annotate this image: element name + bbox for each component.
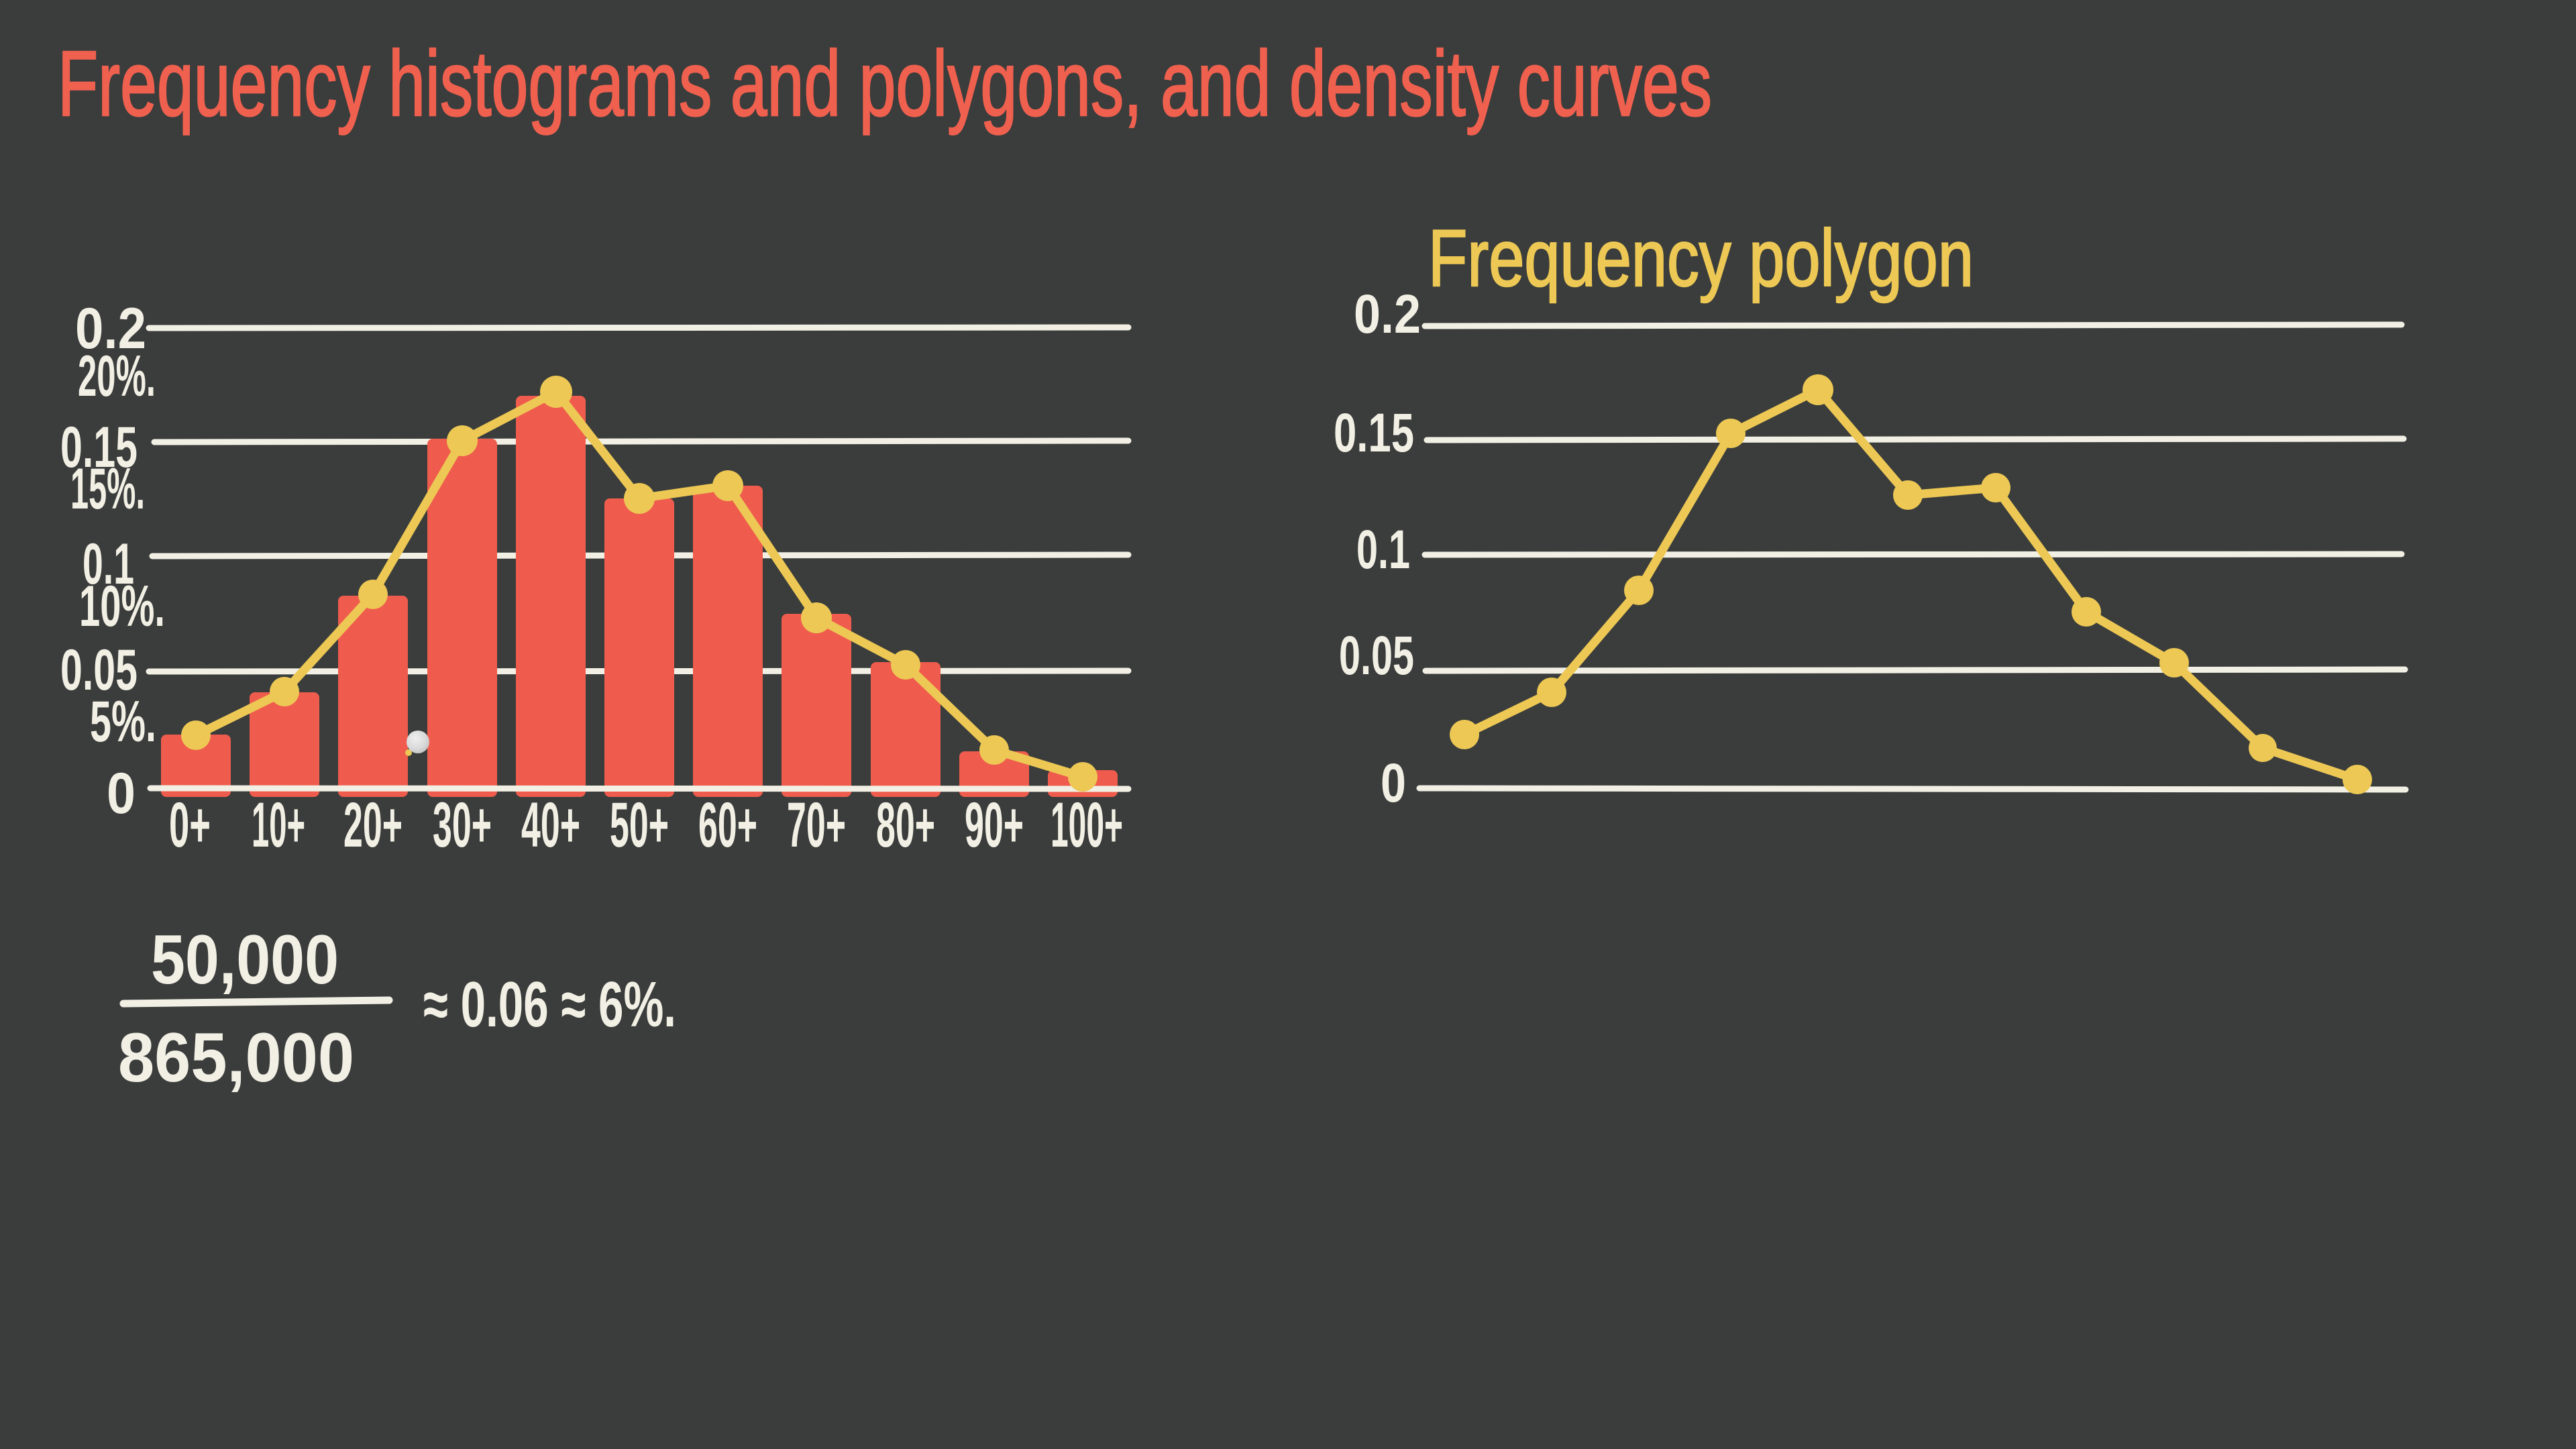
svg-text:0.05: 0.05 bbox=[1339, 625, 1414, 686]
svg-text:60+: 60+ bbox=[698, 790, 757, 861]
svg-text:0.15: 0.15 bbox=[60, 415, 138, 480]
svg-text:40+: 40+ bbox=[521, 790, 580, 861]
svg-text:0+: 0+ bbox=[169, 790, 211, 861]
svg-text:0.1: 0.1 bbox=[83, 532, 134, 596]
svg-text:0.1: 0.1 bbox=[1356, 519, 1410, 580]
svg-text:10%.: 10%. bbox=[79, 574, 165, 639]
svg-text:5%.: 5%. bbox=[90, 690, 156, 754]
svg-text:80+: 80+ bbox=[876, 790, 935, 861]
svg-text:0.05: 0.05 bbox=[60, 638, 138, 702]
svg-text:100+: 100+ bbox=[1051, 790, 1123, 861]
svg-text:865,000: 865,000 bbox=[118, 1019, 354, 1097]
svg-text:70+: 70+ bbox=[787, 790, 846, 861]
svg-text:90+: 90+ bbox=[965, 790, 1024, 861]
svg-text:0.15: 0.15 bbox=[1334, 402, 1414, 464]
svg-text:≈ 0.06 ≈ 6%.: ≈ 0.06 ≈ 6%. bbox=[423, 969, 676, 1040]
svg-text:0.2: 0.2 bbox=[75, 297, 146, 361]
svg-text:50,000: 50,000 bbox=[151, 921, 339, 999]
svg-text:0: 0 bbox=[107, 761, 136, 826]
svg-text:20%.: 20%. bbox=[78, 344, 156, 409]
svg-text:10+: 10+ bbox=[252, 790, 305, 861]
svg-text:20+: 20+ bbox=[343, 790, 402, 861]
svg-text:Frequency histograms and poly: Frequency histograms and polygons, and d… bbox=[58, 32, 1712, 136]
svg-text:0: 0 bbox=[1381, 753, 1406, 814]
svg-text:Frequency polygon: Frequency polygon bbox=[1428, 213, 1974, 303]
svg-text:0.2: 0.2 bbox=[1354, 284, 1421, 345]
svg-text:15%.: 15%. bbox=[70, 457, 145, 521]
svg-text:30+: 30+ bbox=[433, 790, 492, 861]
svg-text:50+: 50+ bbox=[610, 790, 669, 861]
